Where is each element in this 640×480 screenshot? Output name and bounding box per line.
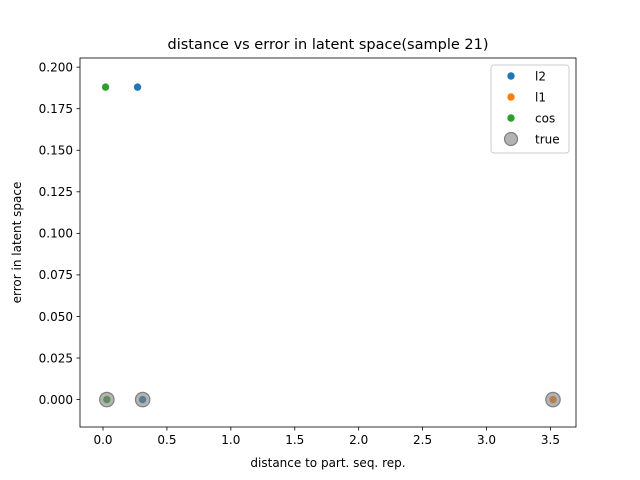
- x-tick-label: 2.0: [349, 433, 368, 447]
- x-tick-label: 3.5: [541, 433, 560, 447]
- y-axis-label: error in latent space: [10, 182, 24, 304]
- x-tick-label: 0.0: [93, 433, 112, 447]
- legend-marker-l2: [507, 72, 515, 80]
- legend-marker-true: [503, 131, 519, 147]
- point-true: [134, 391, 151, 408]
- y-tick-label: 0.200: [39, 60, 73, 74]
- x-tick-label: 1.5: [285, 433, 304, 447]
- x-axis-ticks: 0.0 0.5 1.0 1.5 2.0 2.5 3.0 3.5: [93, 427, 560, 447]
- point-cos: [101, 83, 110, 91]
- point-true: [99, 391, 115, 408]
- y-tick-label: 0.075: [39, 268, 73, 282]
- legend-label-cos: cos: [535, 111, 555, 125]
- y-tick-label: 0.125: [39, 185, 73, 199]
- x-axis-label: distance to part. seq. rep.: [250, 456, 405, 470]
- legend-label-true: true: [535, 132, 560, 146]
- legend: l2 l1 cos true: [490, 64, 570, 154]
- x-tick-label: 1.0: [221, 433, 240, 447]
- plot-area: [79, 57, 577, 428]
- y-tick-label: 0.100: [39, 227, 73, 241]
- y-axis-ticks: 0.000 0.025 0.050 0.075 0.100 0.125 0.150 0.175…: [39, 60, 80, 407]
- x-tick-label: 2.5: [413, 433, 432, 447]
- chart-title: distance vs error in latent space(sample…: [168, 37, 489, 53]
- y-tick-label: 0.050: [39, 310, 73, 324]
- y-tick-label: 0.175: [39, 102, 73, 116]
- legend-marker-cos: [507, 114, 515, 122]
- point-l2: [133, 83, 142, 91]
- y-tick-label: 0.000: [39, 393, 73, 407]
- point-true: [545, 391, 561, 408]
- legend-box: [490, 64, 570, 154]
- data-points: [99, 83, 561, 408]
- legend-label-l1: l1: [535, 90, 546, 104]
- legend-label-l2: l2: [535, 69, 546, 83]
- x-tick-label: 0.5: [157, 433, 176, 447]
- legend-marker-l1: [507, 93, 515, 101]
- y-tick-label: 0.150: [39, 144, 73, 158]
- y-tick-label: 0.025: [39, 351, 73, 365]
- x-tick-label: 3.0: [477, 433, 496, 447]
